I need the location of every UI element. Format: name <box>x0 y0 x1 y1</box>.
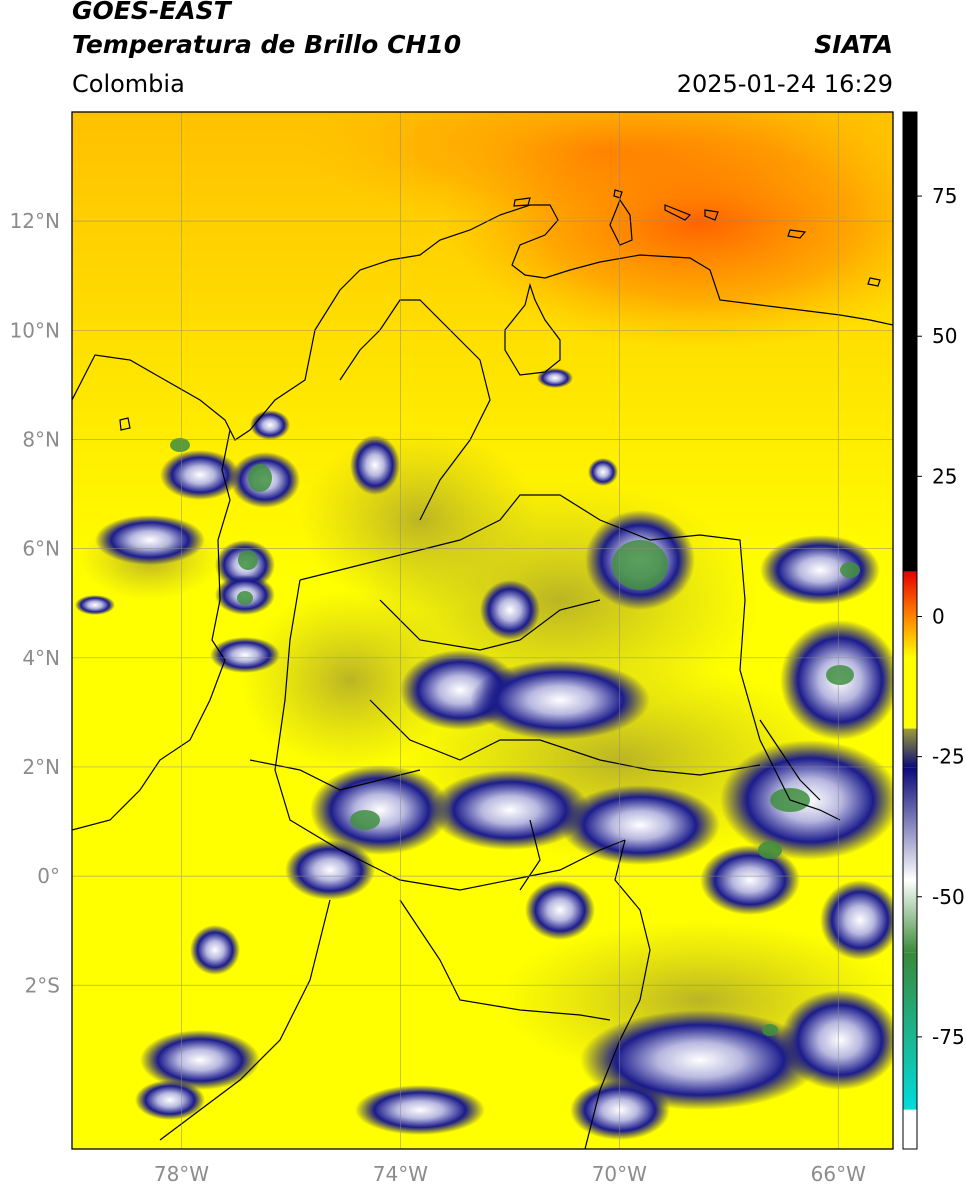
colorbar-tick-label: -75 <box>932 1025 965 1049</box>
convective-clouds <box>75 368 893 1140</box>
warm-area-north <box>300 112 893 230</box>
title-satellite: GOES-EAST <box>72 0 231 25</box>
map-panel <box>72 112 893 1149</box>
lat-tick-label: 0° <box>37 864 60 888</box>
colorbar-segment <box>903 767 917 880</box>
lat-tick-label: 6°N <box>22 537 60 561</box>
lon-tick-label: 74°W <box>373 1162 428 1186</box>
timestamp-label: 2025-01-24 16:29 <box>676 70 893 98</box>
colorbar <box>902 111 918 1150</box>
colorbar-segment <box>903 728 917 768</box>
colorbar-tick-label: 25 <box>932 464 957 488</box>
colorbar-segment <box>903 879 917 953</box>
colorbar-tick-label: -25 <box>932 745 965 769</box>
colorbar-frame <box>902 111 918 1150</box>
lat-tick-label: 2°S <box>25 973 60 997</box>
gridlines <box>72 112 893 1149</box>
lat-tick-label: 2°N <box>22 755 60 779</box>
latitude-labels: 12°N 10°N 8°N 6°N 4°N 2°N 0° 2°S <box>10 209 60 997</box>
colorbar-tick-label: 0 <box>932 604 945 628</box>
colorbar-labels: 75 50 25 0 -25 -50 -75 <box>917 184 965 1049</box>
title-product: Temperatura de Brillo CH10 <box>72 30 462 59</box>
lat-tick-label: 12°N <box>10 209 60 233</box>
colorbar-segment <box>903 1109 917 1149</box>
coastlines-and-borders <box>72 189 893 1149</box>
longitude-labels: 78°W 74°W 70°W 66°W <box>154 1162 866 1186</box>
subtitle-region: Colombia <box>72 70 185 98</box>
cold-cloud-tops <box>170 438 860 1036</box>
colorbar-tick-label: -50 <box>932 885 965 909</box>
colorbar-tick-label: 50 <box>932 324 957 348</box>
lon-tick-label: 66°W <box>811 1162 866 1186</box>
colorbar-tick-label: 75 <box>932 184 957 208</box>
colorbar-segment <box>903 571 917 729</box>
colorbar-segment <box>903 112 917 572</box>
lat-tick-label: 10°N <box>10 318 60 342</box>
lat-tick-label: 4°N <box>22 646 60 670</box>
lon-tick-label: 78°W <box>154 1162 209 1186</box>
colorbar-segment <box>903 952 917 1110</box>
map-frame <box>71 111 894 1150</box>
lat-tick-label: 8°N <box>22 427 60 451</box>
agency-label: SIATA <box>814 30 893 59</box>
lon-tick-label: 70°W <box>592 1162 647 1186</box>
